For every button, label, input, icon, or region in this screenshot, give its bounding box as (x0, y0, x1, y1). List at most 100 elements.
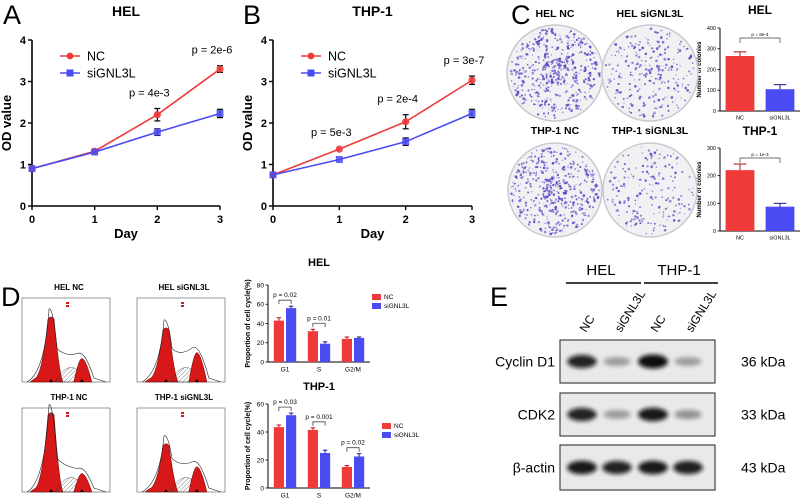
colony (593, 56, 595, 59)
colony (556, 231, 558, 234)
colony (589, 46, 592, 49)
colony (647, 96, 651, 99)
colony (531, 88, 533, 91)
colony (617, 189, 620, 193)
colony (516, 70, 519, 73)
colony (561, 205, 564, 207)
colony (561, 61, 564, 64)
colony (567, 40, 569, 42)
y-tick-label: 0 (713, 229, 716, 235)
colony (582, 194, 586, 197)
colony (664, 67, 667, 69)
colony (573, 66, 577, 70)
colony (591, 51, 594, 55)
colony (677, 51, 679, 54)
colony (549, 151, 553, 154)
p-value-annotation: p = 2e-4 (377, 94, 418, 106)
colony (570, 86, 573, 89)
colony (638, 114, 641, 117)
colony (537, 158, 540, 160)
g1-peak (29, 412, 64, 493)
colony (567, 52, 569, 54)
colony (518, 189, 521, 193)
colony (552, 171, 555, 174)
colony (656, 40, 658, 43)
colony (546, 222, 548, 224)
colony (650, 56, 653, 59)
colony (591, 169, 594, 172)
colony (608, 63, 611, 66)
colony (623, 163, 626, 166)
bar-nc (307, 429, 318, 488)
colony (538, 208, 542, 212)
colony (573, 162, 575, 165)
colony (666, 37, 668, 40)
colony (528, 171, 531, 174)
colony (663, 48, 666, 51)
colony (530, 172, 533, 175)
colony (558, 163, 560, 165)
colony (545, 52, 548, 54)
colony (661, 80, 664, 83)
colony (661, 188, 663, 191)
colony (520, 163, 523, 165)
legend-swatch (181, 302, 184, 304)
x-tick-label: siGNL3L (769, 116, 790, 122)
colony (541, 103, 543, 106)
y-tick-label: 0 (20, 201, 26, 213)
colony (568, 207, 570, 209)
p-value-annotation: p = 0.03 (273, 399, 297, 406)
colony (636, 194, 639, 198)
bar-nc (341, 467, 352, 488)
colony (564, 206, 567, 209)
colony (575, 151, 577, 153)
colony (527, 89, 530, 92)
colony (528, 167, 530, 169)
colony (559, 214, 562, 217)
colony (526, 63, 529, 66)
colony (522, 196, 525, 199)
colony (563, 194, 565, 196)
colony (545, 161, 547, 164)
colony (534, 91, 537, 94)
colony (535, 174, 537, 177)
colony (592, 178, 595, 181)
colony (567, 183, 570, 186)
colony (627, 64, 630, 67)
colony (638, 219, 641, 222)
colony (594, 61, 598, 64)
colony (609, 78, 611, 80)
colony (638, 48, 642, 52)
colony (616, 160, 619, 164)
colony (564, 189, 566, 192)
colony (540, 29, 543, 32)
colony (664, 81, 666, 84)
colony (660, 30, 662, 32)
colony (567, 47, 570, 50)
colony (588, 170, 591, 173)
y-tick-label: 1 (20, 160, 26, 172)
colony (553, 177, 555, 180)
x-axis-label: Day (114, 226, 139, 241)
colony (614, 165, 616, 168)
colony (552, 175, 554, 177)
panel-letter: A (3, 0, 21, 30)
colony (566, 67, 569, 70)
colony (569, 153, 571, 156)
colony (650, 157, 652, 160)
colony (584, 169, 588, 173)
colony (653, 222, 656, 225)
colony (545, 87, 548, 90)
colony (570, 104, 572, 106)
bar-signl3l (354, 337, 365, 362)
colony (572, 201, 576, 204)
colony (634, 215, 637, 218)
y-tick-label: 40 (257, 429, 265, 436)
bar-signl3l (354, 456, 365, 488)
colony (561, 197, 564, 200)
colony (653, 177, 657, 181)
colony (568, 63, 570, 65)
colony (521, 165, 523, 167)
colony (579, 46, 582, 49)
colony (559, 37, 562, 41)
